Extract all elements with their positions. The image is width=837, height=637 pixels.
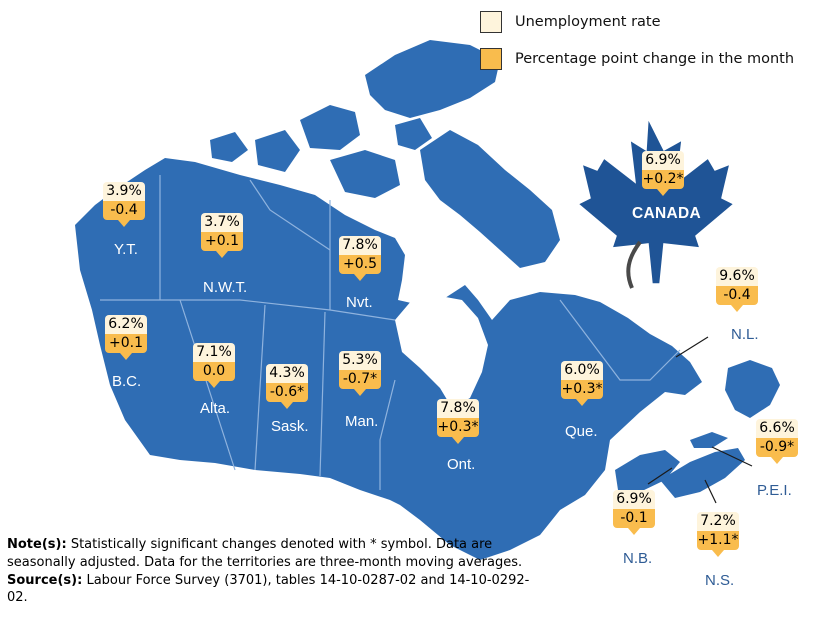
change-nl: -0.4 [716, 286, 758, 312]
source-text: Labour Force Survey (3701), tables 14-10… [7, 572, 530, 606]
notes-block: Note(s): Statistically significant chang… [7, 536, 537, 607]
leader-lines [647, 336, 753, 504]
change-ab: 0.0 [193, 362, 235, 388]
rate-ab: 7.1% [193, 343, 235, 362]
ns-leader-line [704, 479, 717, 504]
bubble-nl: 9.6% -0.4 [716, 267, 758, 312]
change-on: +0.3* [437, 418, 479, 444]
note-text: Statistically significant changes denote… [7, 537, 523, 570]
change-ns: +1.1* [697, 531, 739, 557]
arctic-island-5 [395, 118, 432, 150]
label-nvt: Nvt. [346, 294, 373, 311]
label-on: Ont. [447, 456, 476, 473]
change-mb: -0.7* [339, 370, 381, 396]
rate-nl: 9.6% [716, 267, 758, 286]
bubble-nb: 6.9% -0.1 [613, 490, 655, 535]
legend-label-change: Percentage point change in the month [515, 51, 795, 67]
label-qc: Que. [565, 423, 598, 440]
bubble-pe: 6.6% -0.9* [756, 419, 798, 464]
rate-nb: 6.9% [613, 490, 655, 509]
new-brunswick [615, 450, 680, 492]
label-bc: B.C. [112, 373, 142, 390]
legend-item-change: Percentage point change in the month [480, 48, 794, 70]
rate-on: 7.8% [437, 399, 479, 418]
rate-pe: 6.6% [756, 419, 798, 438]
source-label: Source(s): [7, 572, 83, 588]
change-nvt: +0.5 [339, 255, 381, 281]
rate-canada: 6.9% [642, 151, 684, 170]
bubble-on: 7.8% +0.3* [437, 399, 479, 444]
label-sk: Sask. [271, 418, 309, 435]
arctic-island-1 [300, 105, 360, 150]
arctic-island-3 [330, 150, 400, 198]
rate-nwt: 3.7% [201, 213, 243, 232]
legend-label-rate: Unemployment rate [515, 14, 661, 30]
bubble-yt: 3.9% -0.4 [103, 182, 145, 227]
rate-ns: 7.2% [697, 512, 739, 531]
label-nwt: N.W.T. [203, 279, 248, 296]
change-sk: -0.6* [266, 383, 308, 409]
label-nb: N.B. [623, 550, 653, 567]
rate-nvt: 7.8% [339, 236, 381, 255]
legend-item-rate: Unemployment rate [480, 11, 661, 33]
hudson-bay [395, 296, 488, 408]
arctic-island-4 [210, 132, 248, 162]
source-line: Source(s): Labour Force Survey (3701), t… [7, 572, 537, 608]
bubble-ab: 7.1% 0.0 [193, 343, 235, 388]
bubble-mb: 5.3% -0.7* [339, 351, 381, 396]
legend-swatch-change [480, 48, 502, 70]
bubble-sk: 4.3% -0.6* [266, 364, 308, 409]
label-pe: P.E.I. [757, 482, 792, 499]
rate-mb: 5.3% [339, 351, 381, 370]
pei-leader-line [711, 446, 753, 467]
label-ab: Alta. [200, 400, 231, 417]
rate-bc: 6.2% [105, 315, 147, 334]
bubble-qc: 6.0% +0.3* [561, 361, 603, 406]
change-nb: -0.1 [613, 509, 655, 535]
rate-yt: 3.9% [103, 182, 145, 201]
ellesmere-island [365, 40, 500, 118]
change-qc: +0.3* [561, 380, 603, 406]
province-borders [100, 175, 681, 490]
rate-sk: 4.3% [266, 364, 308, 383]
arctic-island-2 [255, 130, 300, 172]
maple-leaf-shape [576, 115, 736, 285]
label-yt: Y.T. [114, 241, 138, 258]
maple-leaf-stem [626, 240, 642, 289]
change-bc: +0.1 [105, 334, 147, 360]
bubble-nwt: 3.7% +0.1 [201, 213, 243, 258]
rate-qc: 6.0% [561, 361, 603, 380]
bubble-bc: 6.2% +0.1 [105, 315, 147, 360]
prince-edward-island [690, 432, 728, 448]
bubble-ns: 7.2% +1.1* [697, 512, 739, 557]
change-nwt: +0.1 [201, 232, 243, 258]
baffin-island [420, 130, 560, 268]
note-label: Note(s): [7, 537, 67, 552]
label-mb: Man. [345, 413, 379, 430]
nb-leader-line [647, 467, 673, 485]
note-line: Note(s): Statistically significant chang… [7, 536, 537, 572]
legend-swatch-rate [480, 11, 502, 33]
label-canada: CANADA [632, 205, 701, 222]
change-yt: -0.4 [103, 201, 145, 227]
nova-scotia [660, 448, 745, 498]
nl-leader-line [675, 336, 709, 358]
bubble-canada: 6.9% +0.2* [642, 151, 684, 196]
bubble-nvt: 7.8% +0.5 [339, 236, 381, 281]
newfoundland [725, 360, 780, 418]
change-canada: +0.2* [642, 170, 684, 196]
label-ns: N.S. [705, 572, 735, 589]
change-pe: -0.9* [756, 438, 798, 464]
label-nl: N.L. [731, 326, 759, 343]
maple-leaf [576, 115, 736, 289]
